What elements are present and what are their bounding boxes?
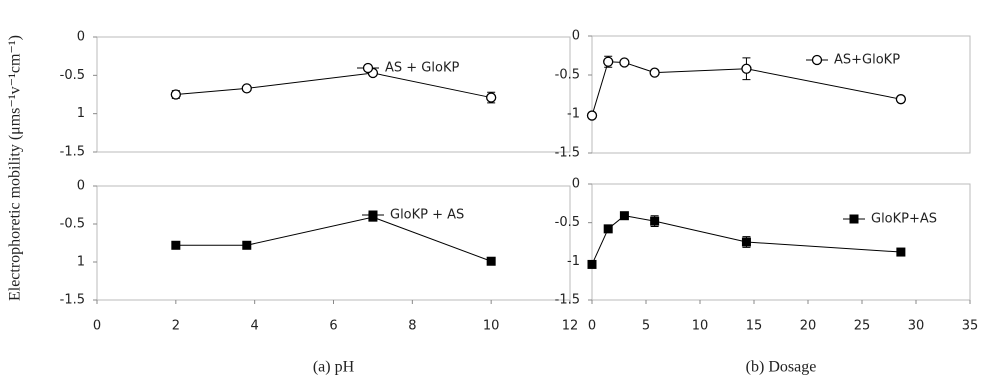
- y-tick-label: -1: [567, 107, 580, 122]
- y-axis-label: Electrophoretic mobility (μms⁻¹v⁻¹cm⁻¹): [7, 35, 24, 301]
- y-tick-label: 0: [77, 30, 85, 45]
- y-tick-label: 1: [77, 106, 85, 121]
- x-tick-label: 6: [329, 319, 337, 334]
- marker: [650, 216, 660, 226]
- x-tick-label: 0: [93, 319, 101, 334]
- x-tick-label: 25: [854, 319, 871, 334]
- marker: [603, 224, 613, 234]
- marker: [619, 57, 630, 68]
- y-tick-label: -1.5: [60, 145, 85, 160]
- plot-frame: [591, 183, 971, 301]
- marker: [486, 92, 497, 103]
- marker: [170, 89, 181, 100]
- y-tick-label: -0.5: [555, 68, 580, 83]
- series-line: [175, 72, 492, 99]
- x-tick-label: 20: [800, 319, 817, 334]
- marker: [741, 63, 752, 74]
- x-tick-label: 30: [908, 319, 925, 334]
- y-tick-label: -1.5: [555, 293, 580, 308]
- marker: [368, 210, 378, 220]
- marker: [619, 211, 629, 221]
- y-tick-label: 0: [77, 179, 85, 194]
- marker: [242, 240, 252, 250]
- x-tick-label: 10: [692, 319, 709, 334]
- marker: [741, 237, 751, 247]
- marker: [649, 67, 660, 78]
- x-tick-label: 5: [642, 319, 650, 334]
- marker: [849, 214, 859, 224]
- x-tick-label: 10: [483, 319, 500, 334]
- y-tick-label: 0: [572, 177, 580, 192]
- y-tick-label: 0: [572, 29, 580, 44]
- y-tick-label: -0.5: [555, 215, 580, 230]
- y-tick-label: -1.5: [60, 293, 85, 308]
- marker: [811, 54, 823, 66]
- x-tick-label: 15: [746, 319, 763, 334]
- series-line: [175, 216, 492, 262]
- marker: [587, 259, 597, 269]
- marker: [603, 56, 614, 67]
- y-tick-label: -1: [567, 254, 580, 269]
- marker: [586, 110, 598, 121]
- marker: [486, 256, 496, 266]
- marker: [896, 247, 906, 257]
- plot-frame: [96, 36, 571, 153]
- legend-label: GloKP+AS: [871, 212, 937, 227]
- legend-label: AS + GloKP: [385, 61, 459, 76]
- x-tick-label: 2: [172, 319, 180, 334]
- y-tick-label: 1: [77, 255, 85, 270]
- x-tick-label: 8: [408, 319, 416, 334]
- plot-frame: [96, 185, 571, 301]
- legend-label: AS+GloKP: [834, 53, 900, 68]
- legend-label: GloKP + AS: [390, 208, 464, 223]
- marker: [241, 83, 252, 94]
- x-tick-label: 12: [562, 319, 579, 334]
- marker: [171, 240, 181, 250]
- marker: [895, 94, 907, 105]
- x-tick-label: 4: [251, 319, 259, 334]
- x-axis-label: (b) Dosage: [746, 359, 817, 376]
- y-tick-label: -0.5: [60, 217, 85, 232]
- x-tick-label: 35: [962, 319, 979, 334]
- y-tick-label: -0.5: [60, 68, 85, 83]
- x-axis-label: (a) pH: [313, 359, 355, 376]
- series-line: [591, 215, 901, 265]
- y-tick-label: -1.5: [555, 146, 580, 161]
- x-tick-label: 0: [588, 319, 596, 334]
- plot-frame: [591, 35, 971, 154]
- series-line: [591, 61, 901, 116]
- marker: [362, 62, 374, 74]
